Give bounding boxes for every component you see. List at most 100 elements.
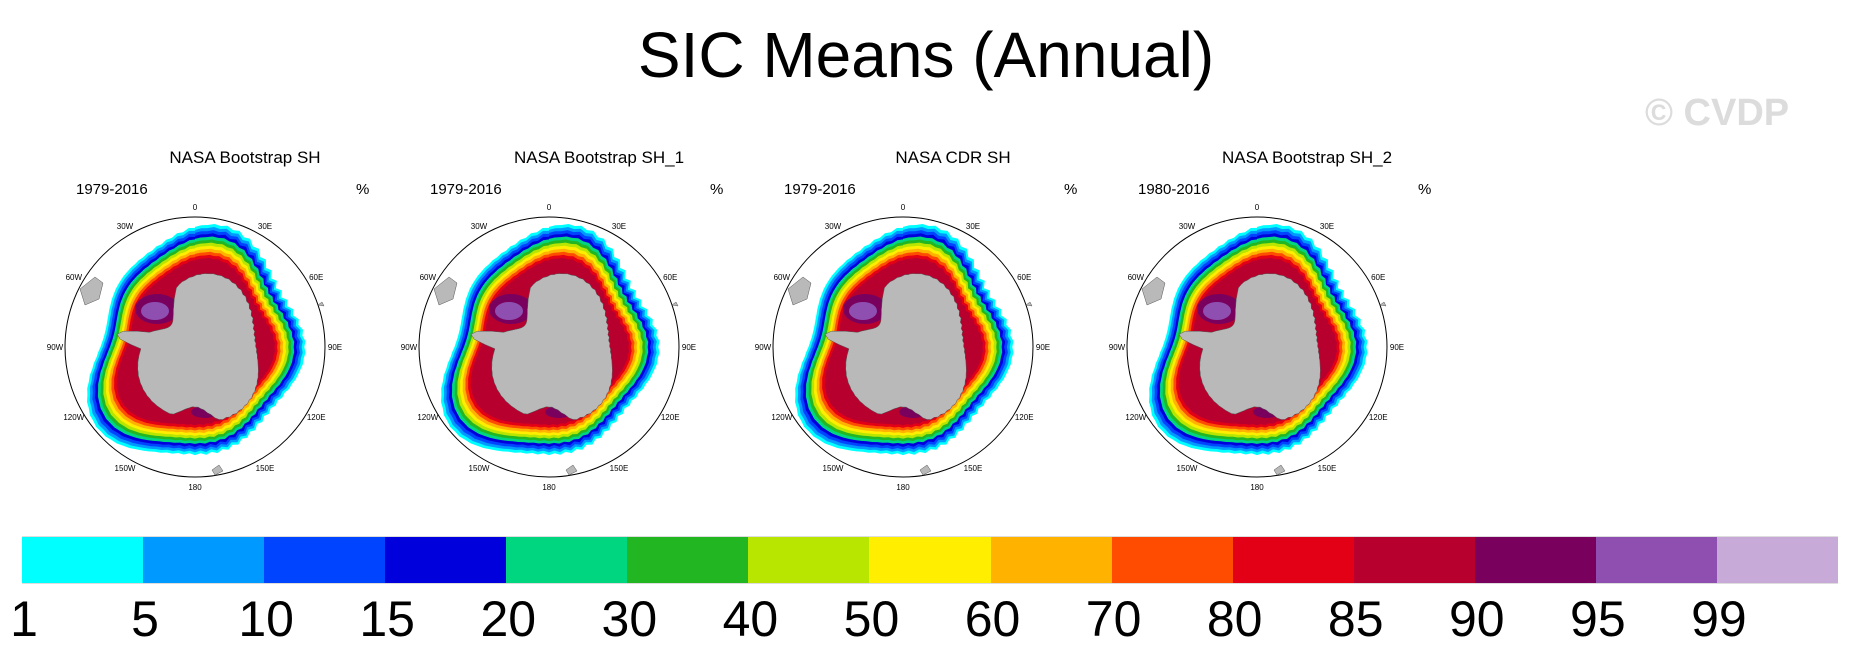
south-america-landmass: [787, 276, 812, 306]
colorbar-swatch: [1474, 536, 1596, 584]
longitude-label: 90E: [1390, 343, 1404, 352]
colorbar-tick-label: 5: [131, 591, 159, 647]
longitude-label: 30E: [966, 222, 980, 231]
longitude-label: 180: [542, 483, 556, 492]
longitude-label: 90W: [1109, 343, 1126, 352]
new-zealand-landmass: [565, 464, 578, 476]
colorbar-tick-label: 70: [1085, 591, 1142, 647]
longitude-label: 180: [896, 483, 910, 492]
colorbar-swatch: [1353, 536, 1475, 584]
panel-title: NASA Bootstrap SH_1: [513, 148, 685, 167]
colorbar-tick-label: 1: [10, 591, 38, 647]
longitude-label: 30E: [612, 222, 626, 231]
colorbar-tick-label: 80: [1206, 591, 1263, 647]
longitude-label: 150W: [115, 464, 136, 473]
longitude-label: 150E: [964, 464, 983, 473]
new-zealand-landmass: [919, 464, 932, 476]
polar-map: 0 30E 60E 90E 120E 150E 180 150W 120W 90W 60W 30W: [1109, 203, 1404, 492]
longitude-label: 120W: [63, 413, 84, 422]
colorbar: [22, 536, 1838, 584]
colorbar-swatch: [506, 536, 628, 584]
longitude-label: 90E: [1036, 343, 1050, 352]
longitude-label: 90W: [401, 343, 418, 352]
antarctica-landmass: [824, 273, 967, 420]
longitude-label: 30W: [825, 222, 842, 231]
colorbar-swatch: [22, 536, 144, 584]
longitude-label: 120E: [307, 413, 326, 422]
antarctica-landmass: [470, 273, 613, 420]
colorbar-tick-label: 15: [359, 591, 415, 647]
longitude-label: 180: [1250, 483, 1264, 492]
colorbar-swatch: [869, 536, 991, 584]
panel-title: NASA Bootstrap SH_2: [1221, 148, 1393, 167]
longitude-label: 60W: [420, 273, 437, 282]
colorbar-tick-label: 40: [722, 591, 779, 647]
island-landmass: [317, 301, 325, 307]
colorbar-swatch: [264, 536, 386, 584]
island-landmass: [1025, 301, 1033, 307]
colorbar-tick-label: 30: [601, 591, 658, 647]
colorbar-swatch: [1595, 536, 1717, 584]
colorbar-tick-label: 10: [238, 591, 294, 647]
longitude-label: 0: [901, 203, 906, 212]
colorbar-tick-label: 95: [1570, 591, 1626, 647]
panel-years: 1980-2016: [1138, 181, 1210, 198]
colorbar-tick-label: 60: [964, 591, 1021, 647]
longitude-label: 180: [188, 483, 202, 492]
colorbar-swatch: [1716, 536, 1838, 584]
longitude-label: 0: [547, 203, 552, 212]
panel-years: 1979-2016: [76, 181, 148, 198]
map-panel-4: NASA Bootstrap SH_2 1980-2016 % 0 30E 60E 9…: [1109, 140, 1484, 510]
colorbar-swatch: [1232, 536, 1354, 584]
longitude-label: 0: [193, 203, 198, 212]
colorbar-tick-label: 99: [1691, 591, 1747, 647]
sea-ice-contour: [1203, 302, 1231, 320]
south-america-landmass: [433, 276, 458, 306]
south-america-landmass: [1141, 276, 1166, 306]
longitude-label: 0: [1255, 203, 1260, 212]
longitude-label: 30W: [117, 222, 134, 231]
longitude-label: 30W: [471, 222, 488, 231]
longitude-label: 30W: [1179, 222, 1196, 231]
antarctica-landmass: [116, 273, 259, 420]
longitude-label: 120W: [1125, 413, 1146, 422]
colorbar-swatch: [143, 536, 265, 584]
map-panel-3: NASA CDR SH 1979-2016 % 0 30E 60E 90E 120E 15…: [755, 140, 1130, 510]
antarctica-landmass: [1178, 273, 1321, 420]
island-landmass: [671, 301, 679, 307]
map-panel-2: NASA Bootstrap SH_1 1979-2016 % 0 30E 60E 9…: [401, 140, 776, 510]
longitude-label: 120E: [1369, 413, 1388, 422]
longitude-label: 30E: [1320, 222, 1334, 231]
longitude-label: 90E: [328, 343, 342, 352]
panel-units: %: [356, 181, 370, 198]
longitude-label: 90E: [682, 343, 696, 352]
panel-title: NASA CDR SH: [895, 148, 1011, 167]
longitude-label: 120E: [1015, 413, 1034, 422]
longitude-label: 60W: [774, 273, 791, 282]
sea-ice-contour: [141, 302, 169, 320]
colorbar-swatch: [627, 536, 749, 584]
longitude-label: 120W: [417, 413, 438, 422]
longitude-label: 60E: [663, 273, 677, 282]
panel-units: %: [710, 181, 724, 198]
sea-ice-contour: [495, 302, 523, 320]
longitude-label: 60E: [1017, 273, 1031, 282]
colorbar-swatch: [385, 536, 507, 584]
longitude-label: 120W: [771, 413, 792, 422]
map-panel-1: NASA Bootstrap SH 1979-2016 % 0 30E 60E 90E…: [47, 140, 422, 510]
longitude-label: 150E: [610, 464, 629, 473]
colorbar-tick-label: 90: [1448, 591, 1505, 647]
panel-units: %: [1064, 181, 1078, 198]
longitude-label: 150W: [469, 464, 490, 473]
colorbar-tick-label: 85: [1327, 591, 1384, 647]
longitude-label: 60W: [66, 273, 83, 282]
panel-units: %: [1418, 181, 1432, 198]
longitude-label: 60E: [309, 273, 323, 282]
new-zealand-landmass: [1273, 464, 1286, 476]
longitude-label: 90W: [755, 343, 772, 352]
longitude-label: 90W: [47, 343, 64, 352]
longitude-label: 150W: [823, 464, 844, 473]
south-america-landmass: [79, 276, 104, 306]
longitude-label: 120E: [661, 413, 680, 422]
colorbar-tick-label: 20: [480, 591, 537, 647]
